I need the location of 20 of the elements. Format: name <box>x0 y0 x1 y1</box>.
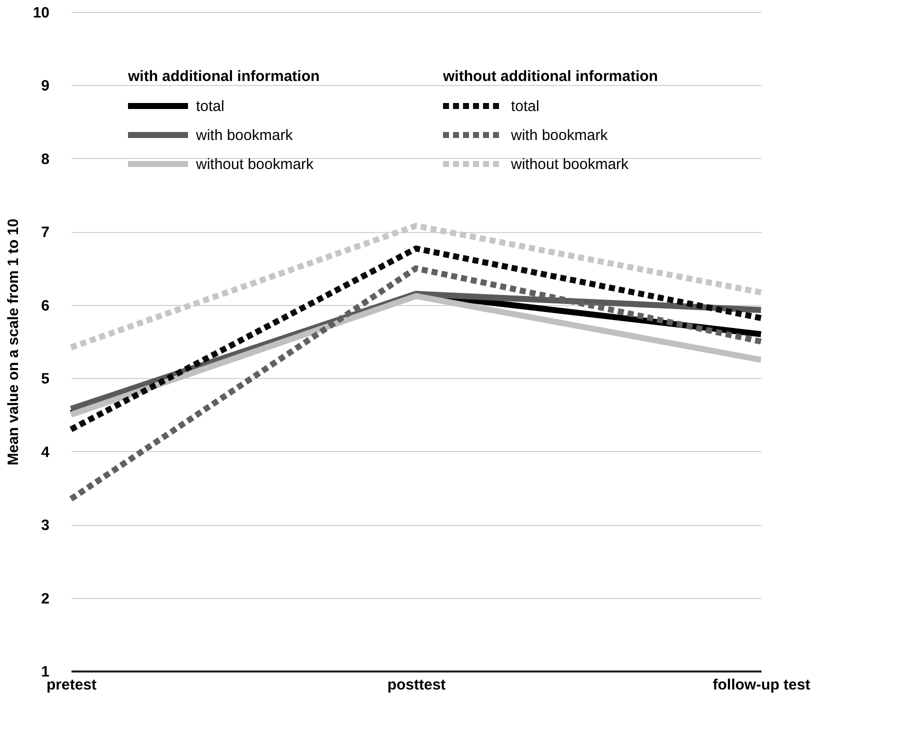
y-tick-label: 10 <box>32 4 50 22</box>
legend-label: with bookmark <box>510 127 608 144</box>
legend-label: total <box>511 98 540 115</box>
legend-label: with bookmark <box>195 127 294 144</box>
y-tick-label: 7 <box>41 224 50 242</box>
legend-label: total <box>196 98 224 115</box>
annotation: with additional information <box>127 68 320 85</box>
x-tick-label: follow-up test <box>712 676 810 694</box>
y-axis-title: Mean value on a scale from 1 to 10 <box>4 218 22 466</box>
y-tick-label: 4 <box>41 444 50 461</box>
y-tick-label: 5 <box>41 370 50 388</box>
y-tick-label: 3 <box>41 517 50 534</box>
y-tick-label: 8 <box>41 150 50 168</box>
y-tick-label: 2 <box>41 590 50 608</box>
annotation: without additional information <box>442 68 658 85</box>
y-tick-label: 9 <box>41 78 50 95</box>
x-tick-label: posttest <box>387 676 446 694</box>
y-tick-label: 6 <box>41 297 50 314</box>
legend-label: without bookmark <box>510 156 630 173</box>
legend-label: without bookmark <box>195 156 314 173</box>
